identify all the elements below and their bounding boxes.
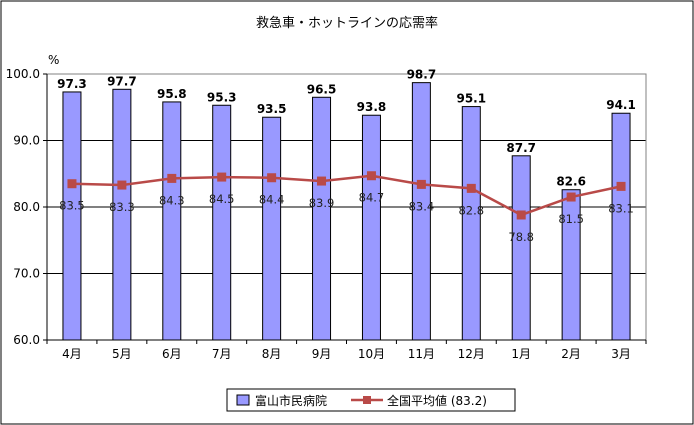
bar <box>461 106 481 341</box>
y-tick-label: 100.0 <box>6 67 40 81</box>
y-axis-unit: % <box>48 53 59 67</box>
line-data-label: 83.9 <box>309 196 335 210</box>
line-point <box>366 171 376 181</box>
x-tick-label: 11月 <box>408 347 435 361</box>
bar <box>361 114 381 341</box>
legend-label-line: 全国平均値 (83.2) <box>387 393 487 408</box>
x-tick-label: 9月 <box>312 347 332 361</box>
legend: 富山市民病院 全国平均値 (83.2) <box>226 388 516 412</box>
bar <box>611 112 631 341</box>
line-data-label: 83.4 <box>409 199 435 213</box>
bar-data-label: 95.3 <box>207 90 237 104</box>
chart-title: 救急車・ホットラインの応需率 <box>256 15 438 31</box>
bar-data-label: 93.5 <box>257 102 287 116</box>
y-tick-label: 80.0 <box>13 200 40 214</box>
bar-data-label: 95.1 <box>456 92 486 106</box>
line-point <box>317 176 327 186</box>
line-data-label: 81.5 <box>558 212 584 226</box>
bar-data-label: 82.6 <box>556 175 586 189</box>
bar <box>162 101 182 341</box>
x-tick-label: 5月 <box>112 347 132 361</box>
series-line <box>71 174 622 217</box>
line-point <box>267 173 277 183</box>
line-point <box>616 181 626 191</box>
bar-data-label: 96.5 <box>307 82 337 96</box>
line-data-label: 83.1 <box>608 201 634 215</box>
x-tick-label: 6月 <box>162 347 182 361</box>
line-data-label: 83.3 <box>109 200 135 214</box>
bar-data-label: 97.3 <box>57 77 87 91</box>
line-point <box>167 173 177 183</box>
bar <box>262 116 282 341</box>
y-tick-label: 60.0 <box>13 333 40 347</box>
bar <box>312 96 332 341</box>
bar <box>411 82 431 341</box>
bar-data-label: 93.8 <box>357 100 387 114</box>
legend-swatch-marker <box>363 396 371 404</box>
y-tick-label: 90.0 <box>13 134 40 148</box>
line-data-label: 84.4 <box>259 193 285 207</box>
x-tick-label: 3月 <box>611 347 631 361</box>
x-tick-label: 7月 <box>212 347 232 361</box>
bar <box>112 88 132 341</box>
x-tick-label: 4月 <box>62 347 82 361</box>
line-data-label: 84.5 <box>209 192 235 206</box>
line-point <box>67 179 77 189</box>
bar-data-label: 94.1 <box>606 98 636 112</box>
legend-label-bar: 富山市民病院 <box>255 393 327 408</box>
legend-swatch-bar <box>236 394 250 406</box>
bar-data-label: 95.8 <box>157 87 187 101</box>
line-data-label: 78.8 <box>508 230 534 244</box>
x-tick-label: 2月 <box>561 347 581 361</box>
line-point <box>566 192 576 202</box>
line-point <box>416 179 426 189</box>
bar-data-label: 98.7 <box>407 68 437 82</box>
x-tick-label: 1月 <box>511 347 531 361</box>
x-tick-label: 10月 <box>358 347 385 361</box>
plot-area: 60.0 70.0 80.0 90.0 100.0 4月 5月 6月 7月 8月 9月 10月 11月 1… <box>6 67 647 361</box>
line-point <box>117 180 127 190</box>
line-data-label: 84.7 <box>359 191 385 205</box>
x-tick-label: 12月 <box>458 347 485 361</box>
x-tick-label: 8月 <box>262 347 282 361</box>
line-point <box>217 172 227 182</box>
bar-data-label: 97.7 <box>107 74 137 88</box>
line-point <box>516 210 526 220</box>
bar <box>511 155 531 341</box>
bar <box>212 104 232 341</box>
line-data-label: 82.8 <box>458 203 484 217</box>
line-data-label: 84.3 <box>159 193 185 207</box>
line-point <box>466 183 476 193</box>
line-data-label: 83.5 <box>59 199 85 213</box>
bar <box>561 189 581 341</box>
y-tick-label: 70.0 <box>13 267 40 281</box>
bar <box>62 91 82 341</box>
bar-data-label: 87.7 <box>506 141 536 155</box>
